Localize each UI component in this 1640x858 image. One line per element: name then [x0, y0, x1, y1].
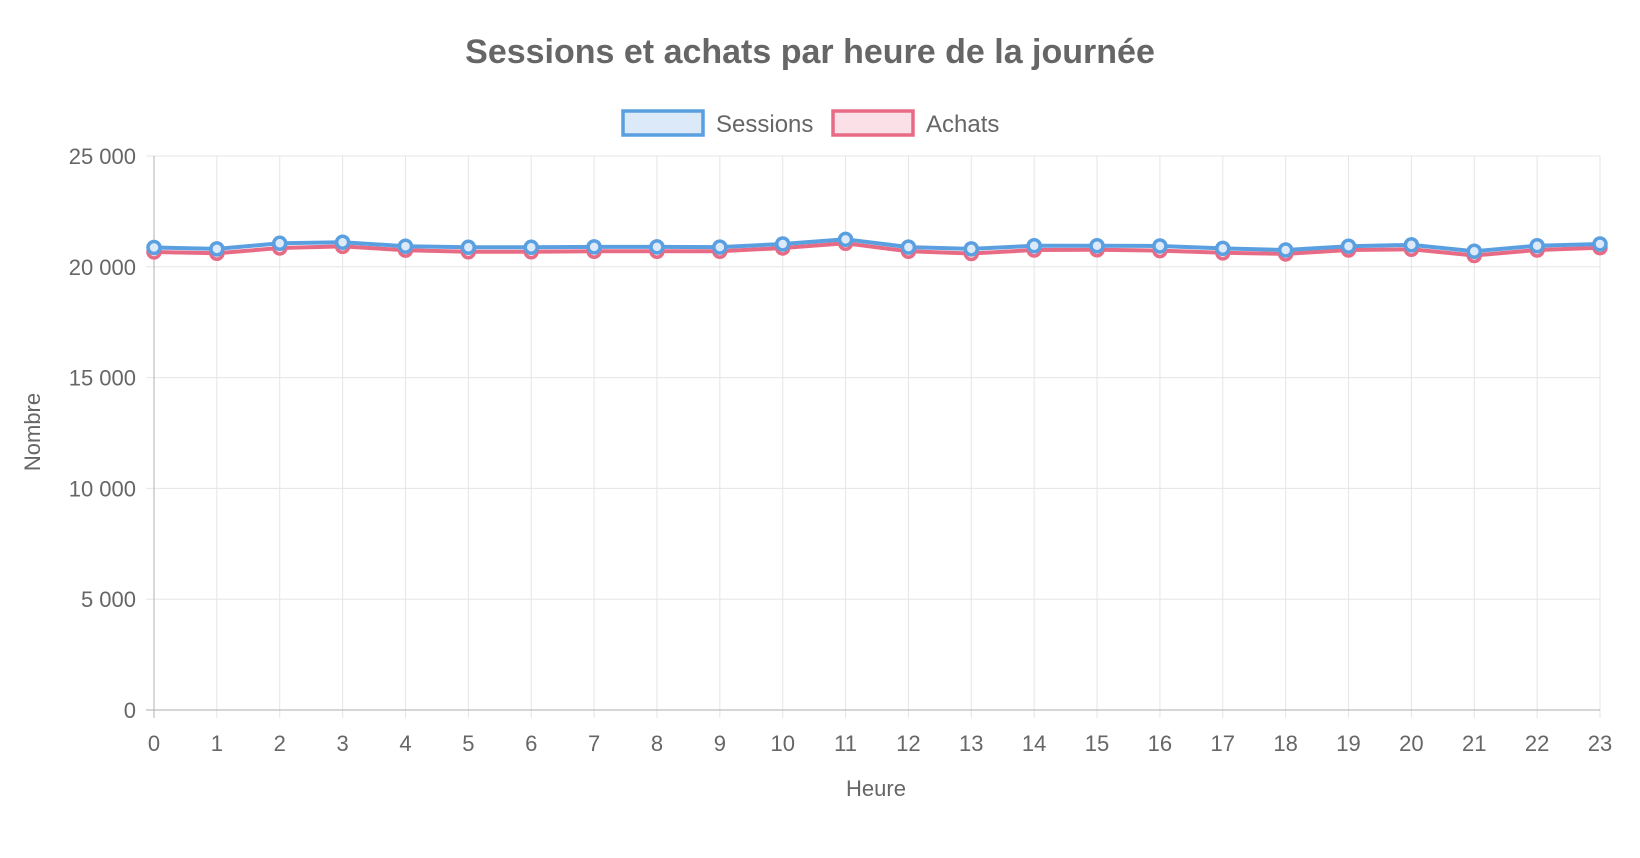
- y-tick-label: 25 000: [69, 144, 136, 169]
- legend-label: Sessions: [716, 111, 813, 138]
- x-tick-label: 6: [525, 731, 537, 756]
- data-point-sessions[interactable]: [649, 239, 665, 255]
- y-tick-label: 5 000: [81, 587, 136, 612]
- legend-item-achats[interactable]: Achats: [831, 109, 999, 138]
- series-layer: [146, 231, 1608, 264]
- x-axis-title: Heure: [846, 776, 906, 801]
- legend-swatch: [831, 109, 915, 137]
- y-tick-label: 0: [124, 698, 136, 723]
- series-line-sessions: [152, 237, 1602, 254]
- data-point-sessions[interactable]: [900, 239, 917, 255]
- data-point-sessions[interactable]: [1089, 237, 1105, 254]
- x-tick-label: 13: [959, 731, 983, 756]
- grid: [146, 155, 1601, 718]
- series-achats: [146, 235, 1608, 264]
- data-point-sessions[interactable]: [1340, 238, 1357, 254]
- data-point-sessions[interactable]: [460, 239, 477, 256]
- x-tick-label: 15: [1085, 731, 1109, 756]
- data-point-sessions[interactable]: [523, 239, 539, 256]
- x-tick-label: 0: [148, 731, 160, 756]
- data-point-sessions[interactable]: [1403, 237, 1420, 253]
- series-sessions: [146, 231, 1608, 260]
- data-point-sessions[interactable]: [1026, 237, 1042, 254]
- data-point-sessions[interactable]: [334, 234, 351, 250]
- data-point-sessions[interactable]: [1529, 237, 1545, 254]
- data-point-sessions[interactable]: [1277, 242, 1294, 258]
- y-axis-title: Nombre: [20, 393, 45, 471]
- x-tick-label: 16: [1148, 731, 1172, 756]
- chart-title: Sessions et achats par heure de la journ…: [465, 33, 1155, 71]
- x-tick-label: 9: [714, 731, 726, 756]
- x-tick-label: 4: [399, 731, 411, 756]
- data-point-sessions[interactable]: [271, 235, 288, 252]
- x-tick-label: 14: [1022, 731, 1046, 756]
- y-tick-label: 20 000: [69, 255, 136, 280]
- x-tick-label: 5: [462, 731, 474, 756]
- x-tick-label: 21: [1462, 731, 1486, 756]
- x-tick-label: 2: [274, 731, 286, 756]
- x-tick-label: 7: [588, 731, 600, 756]
- x-tick-label: 22: [1525, 731, 1549, 756]
- data-point-sessions[interactable]: [837, 231, 854, 248]
- x-tick-label: 19: [1336, 731, 1360, 756]
- data-point-sessions[interactable]: [774, 236, 791, 252]
- data-point-sessions[interactable]: [586, 239, 602, 255]
- legend: Sessions Achats: [621, 109, 999, 138]
- data-point-sessions[interactable]: [963, 241, 980, 257]
- data-point-sessions[interactable]: [397, 238, 414, 254]
- legend-swatch: [621, 109, 705, 137]
- x-tick-label: 10: [770, 731, 794, 756]
- data-point-sessions[interactable]: [146, 239, 162, 256]
- x-tick-label: 17: [1211, 731, 1235, 756]
- data-point-sessions[interactable]: [1152, 238, 1168, 254]
- x-tick-label: 11: [834, 731, 857, 756]
- x-tick-label: 1: [211, 731, 223, 756]
- series-line-achats: [152, 241, 1602, 258]
- x-tick-label: 20: [1399, 731, 1423, 756]
- legend-item-sessions[interactable]: Sessions: [621, 109, 813, 138]
- x-tick-label: 18: [1273, 731, 1297, 756]
- x-tick-label: 12: [896, 731, 920, 756]
- y-tick-label: 15 000: [69, 366, 136, 391]
- data-point-sessions[interactable]: [1215, 240, 1231, 257]
- data-point-sessions[interactable]: [209, 241, 225, 257]
- data-point-sessions[interactable]: [1466, 243, 1483, 260]
- data-point-sessions[interactable]: [712, 239, 728, 255]
- y-tick-label: 10 000: [69, 476, 136, 501]
- legend-label: Achats: [926, 111, 999, 138]
- data-point-sessions[interactable]: [1592, 236, 1608, 252]
- x-tick-label: 3: [336, 731, 348, 756]
- x-tick-label: 8: [651, 731, 663, 756]
- x-tick-label: 23: [1588, 731, 1612, 756]
